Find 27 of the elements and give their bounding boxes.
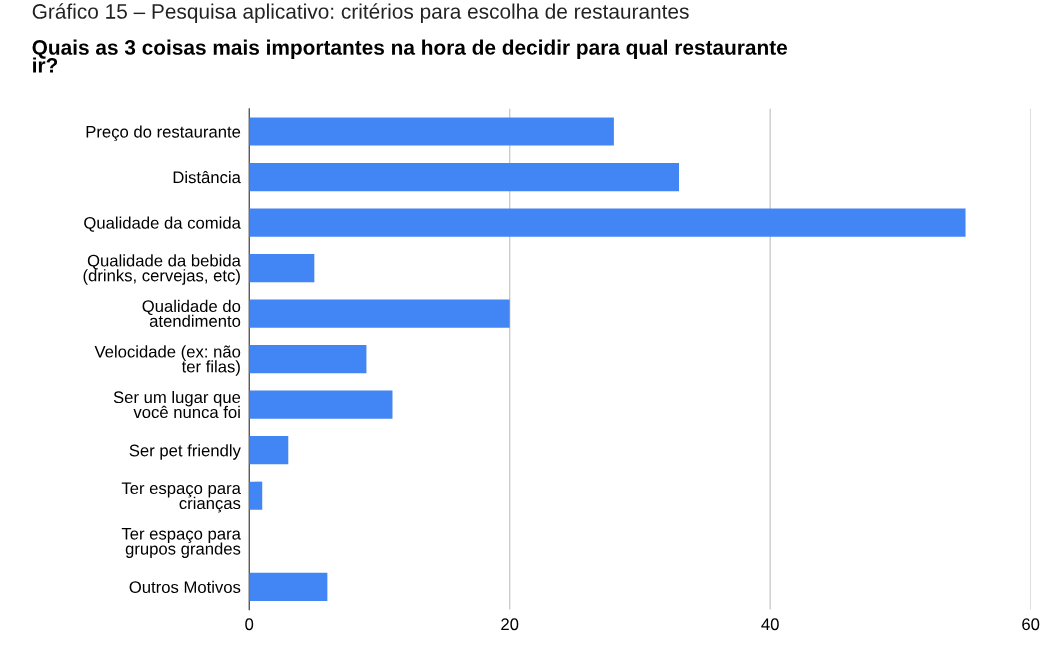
- y-tick-label: Ser um lugar que você nunca foi: [113, 390, 241, 419]
- text: Gráfico 15 – Pesquisa aplicativo: critérios para escolha de restaurantes: [32, 3, 689, 23]
- bar: [249, 481, 263, 510]
- y-tick-label: Velocidade (ex: não ter filas): [94, 345, 241, 376]
- y-tick-label: Ser pet friendly: [129, 444, 241, 460]
- y-tick-label: Qualidade da bebida (drinks, cervejas, etc): [83, 254, 241, 285]
- bar: [249, 390, 393, 419]
- bar: [249, 208, 966, 237]
- bar: [249, 572, 328, 601]
- bar: [249, 299, 510, 328]
- bar: [249, 345, 367, 374]
- y-tick-label: Ter espaço para crianças: [121, 482, 241, 513]
- bar: [249, 117, 614, 146]
- x-tick-label: 40: [761, 618, 779, 631]
- y-tick-label: Qualidade da comida: [84, 216, 241, 232]
- y-tick-label: Ter espaço para grupos grandes: [121, 528, 241, 558]
- x-tick-label: 60: [1022, 618, 1040, 631]
- x-tick-label: 0: [245, 618, 254, 631]
- y-tick-label: Preço do restaurante: [86, 125, 241, 142]
- bar: [249, 436, 289, 465]
- y-tick-label: Outros Motivos: [129, 580, 241, 594]
- chart-title: Quais as 3 coisas mais importantes na hora de decidir para qual restaurante ir?: [32, 39, 788, 73]
- y-tick-label: Distância: [173, 170, 241, 184]
- bar: [249, 162, 680, 192]
- x-tick-label: 20: [501, 618, 519, 631]
- bar: [249, 253, 315, 283]
- y-tick-label: Qualidade do atendimento: [142, 299, 241, 327]
